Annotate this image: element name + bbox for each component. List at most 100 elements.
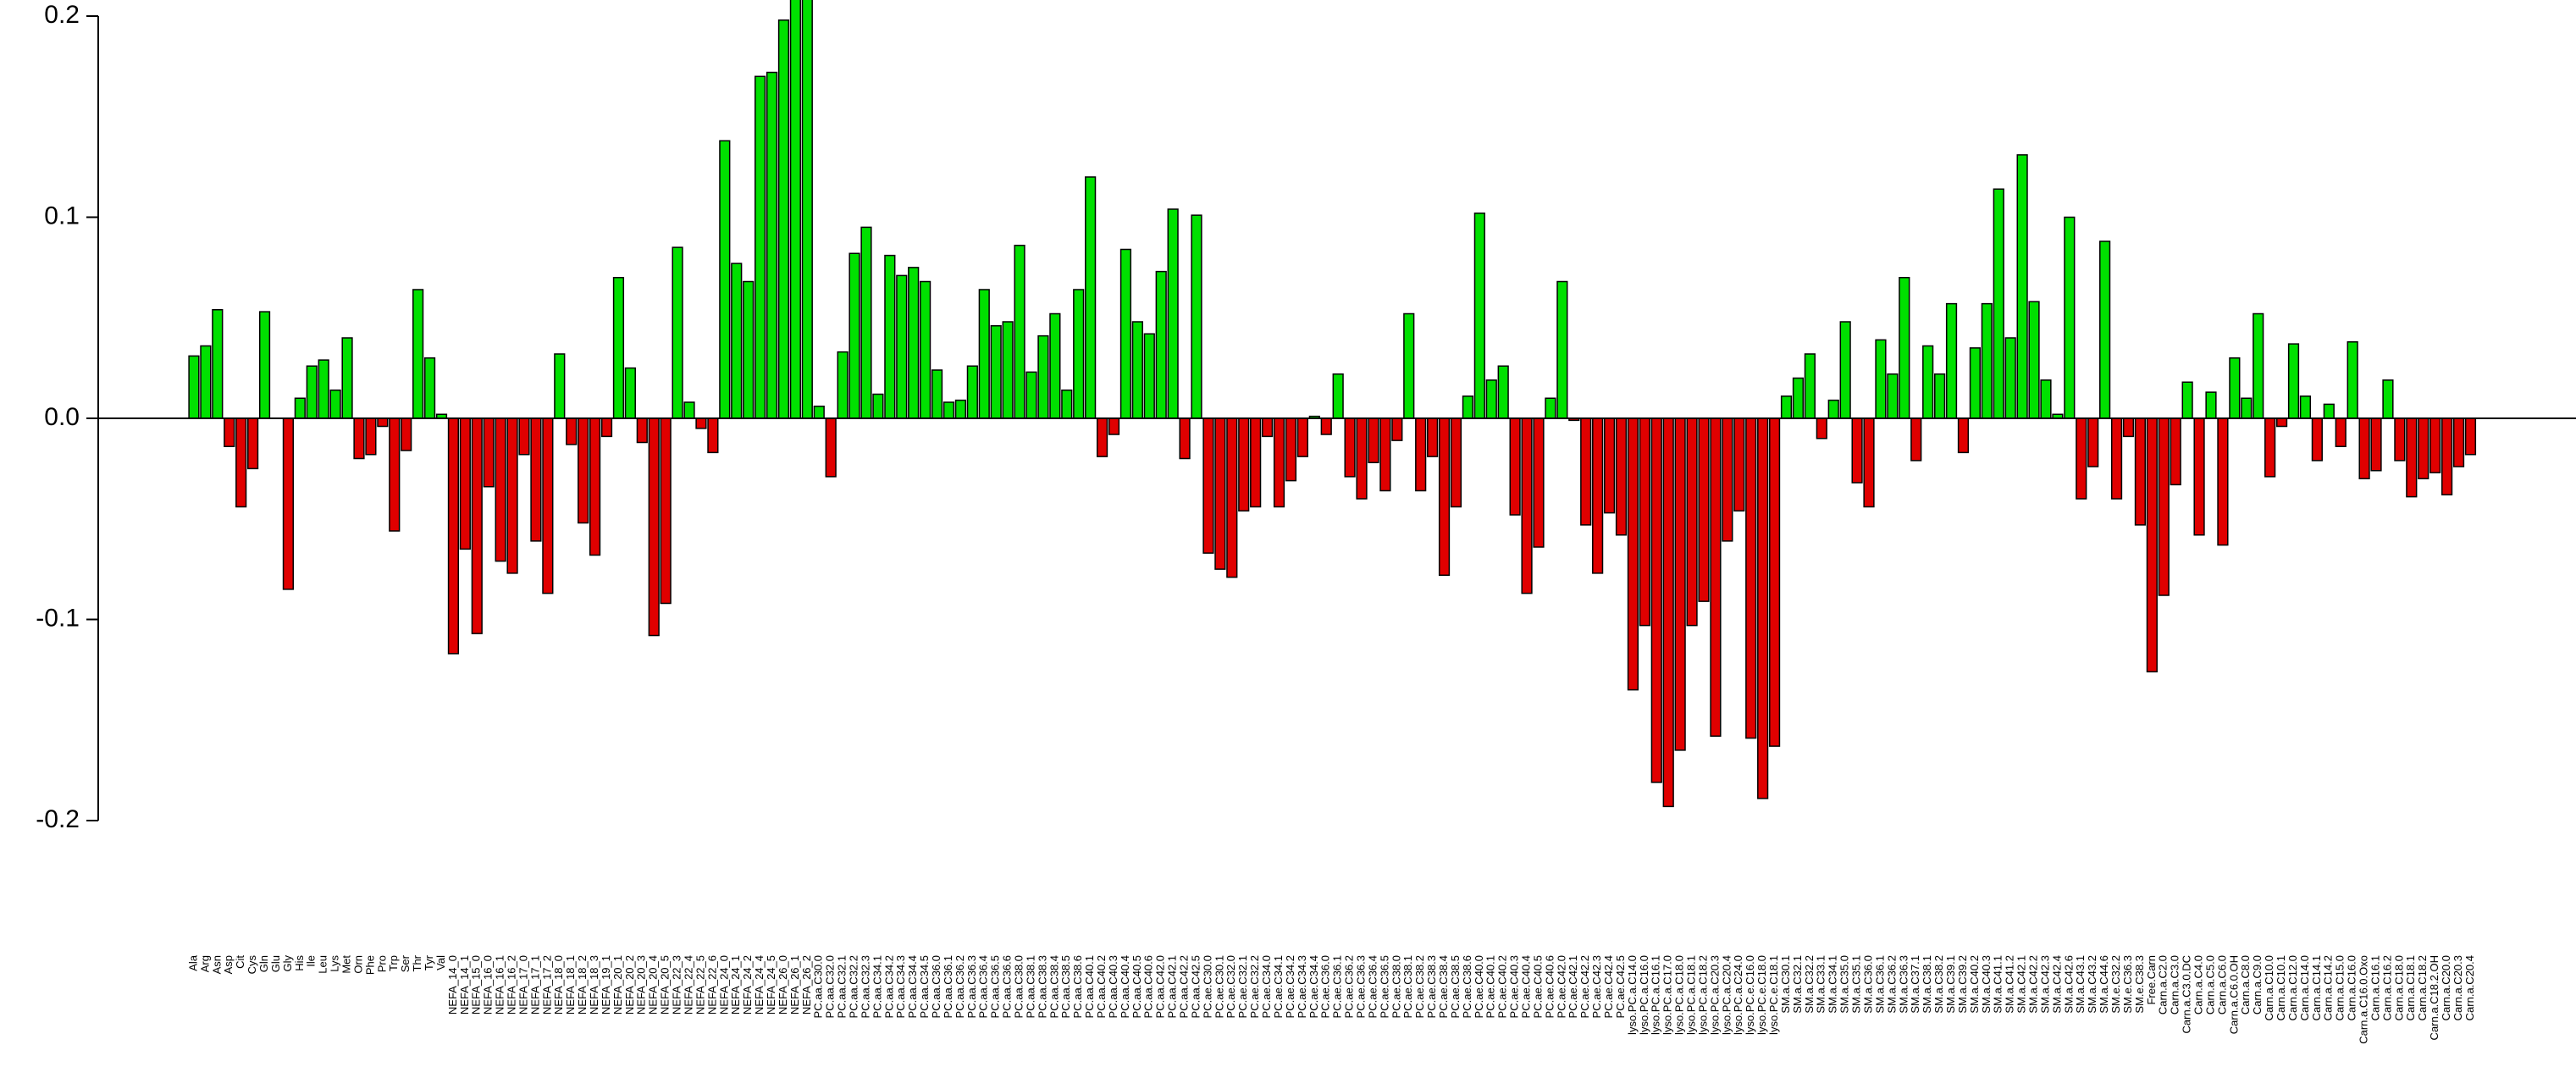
x-tick-label: NEFA_18_0 <box>552 955 565 1014</box>
x-tick-label: PC.aa.C42.5 <box>1189 955 1202 1018</box>
x-tick-label: lyso.PC.a.C18.2 <box>1696 955 1709 1035</box>
bar <box>860 226 872 419</box>
x-tick-label: lyso.PC.a.C20.4 <box>1720 955 1733 1035</box>
x-tick-label: PC.aa.C38.6 <box>1071 955 1084 1018</box>
x-tick-label: SM.a.C36.3 <box>1897 955 1910 1014</box>
bar <box>1934 373 1946 419</box>
x-tick-label: SM.a.C37.1 <box>1909 955 1921 1014</box>
bar <box>1580 417 1592 526</box>
bar <box>495 417 506 562</box>
x-tick-label: PC.ae.C34.3 <box>1296 955 1308 1018</box>
x-tick-label: PC.ae.C40.4 <box>1519 955 1532 1018</box>
x-tick-label: Carn.a.C18.0 <box>2392 955 2405 1020</box>
bar <box>2087 417 2099 467</box>
x-tick-label: PC.aa.C40.3 <box>1107 955 1119 1018</box>
x-tick-label: SM.a.C41.2 <box>2004 955 2016 1014</box>
bar <box>365 417 377 456</box>
x-tick-label: SM.a.C38.2 <box>1932 955 1945 1014</box>
x-tick-label: Lys <box>329 955 341 972</box>
bar <box>825 417 837 478</box>
x-tick-label: PC.aa.C36.6 <box>1001 955 1014 1018</box>
bar <box>2264 417 2276 478</box>
bar <box>1415 417 1427 492</box>
bar <box>1462 395 1474 419</box>
bar <box>660 417 672 605</box>
x-tick-label: lyso.PC.a.C18.1 <box>1685 955 1698 1035</box>
x-tick-label: SM.a.C39.2 <box>1956 955 1969 1014</box>
bar <box>1473 213 1485 419</box>
x-tick-label: Carn.a.C14.1 <box>2310 955 2323 1020</box>
bar <box>1002 321 1014 419</box>
x-tick-label: Carn.a.C18.2 <box>2416 955 2429 1020</box>
bar <box>2452 417 2465 467</box>
x-tick-label: Carn.a.C20.0 <box>2440 955 2452 1020</box>
x-tick-label: Cit <box>234 955 246 969</box>
x-tick-label: Carn.a.C20.4 <box>2463 955 2476 1020</box>
bar <box>1320 417 1332 435</box>
bar <box>1686 417 1698 627</box>
bar <box>2430 417 2441 473</box>
bar <box>2394 417 2406 462</box>
x-tick-label: PC.aa.C36.0 <box>930 955 943 1018</box>
bar <box>1851 417 1863 484</box>
x-tick-label: NEFA_17_2 <box>540 955 553 1014</box>
bar <box>1662 417 1674 808</box>
bar <box>1179 417 1191 460</box>
bar <box>1780 395 1793 419</box>
bar <box>813 406 825 419</box>
bar <box>920 280 931 419</box>
bar <box>2016 154 2028 419</box>
bar <box>731 263 743 419</box>
bar <box>896 274 908 419</box>
x-tick-label: Carn.a.C18.2.OH <box>2428 955 2441 1040</box>
x-tick-label: NEFA_20_1 <box>611 955 624 1014</box>
bar <box>282 417 295 590</box>
bar <box>789 0 801 419</box>
bar <box>353 417 365 460</box>
bar <box>2418 417 2430 479</box>
x-tick-label: Asp <box>222 955 235 974</box>
bar <box>2028 301 2040 419</box>
bar <box>1344 417 1356 478</box>
bar <box>459 417 471 550</box>
bar <box>2382 379 2394 419</box>
x-tick-label: Carn.a.C18.1 <box>2404 955 2417 1020</box>
x-tick-label: PC.aa.C38.3 <box>1036 955 1048 1018</box>
x-tick-label: Carn.a.C14.0 <box>2298 955 2311 1020</box>
bar <box>1839 321 1851 419</box>
x-tick-label: PC.aa.C30.0 <box>812 955 825 1018</box>
x-tick-label: PC.ae.C42.3 <box>1590 955 1603 1018</box>
x-tick-label: PC.ae.C40.1 <box>1484 955 1497 1018</box>
x-tick-label: PC.aa.C32.2 <box>847 955 860 1018</box>
x-tick-label: SM.a.C33.1 <box>1815 955 1827 1014</box>
x-tick-label: Cys <box>246 955 258 975</box>
x-tick-label: NEFA_26_2 <box>800 955 813 1014</box>
bar <box>1627 417 1639 691</box>
x-tick-label: Carn.a.C4.0 <box>2192 955 2205 1014</box>
bar <box>1073 289 1085 419</box>
bar <box>235 417 247 508</box>
bar <box>2358 417 2370 479</box>
x-tick-label: PC.aa.C32.3 <box>859 955 871 1018</box>
bar <box>1049 312 1061 419</box>
x-tick-label: lyso.PC.e.C18.1 <box>1767 955 1780 1035</box>
x-tick-label: NEFA_15_0 <box>470 955 483 1014</box>
x-tick-label: Carn.a.C16.0 <box>2346 955 2358 1020</box>
x-tick-label: Carn.a.C2.0 <box>2157 955 2170 1014</box>
bar <box>1674 417 1686 751</box>
bar <box>743 280 755 419</box>
x-tick-label: Carn.a.C5.0 <box>2203 955 2216 1014</box>
bar <box>1615 417 1628 536</box>
x-tick-label: SM.e.C38.3 <box>2133 955 2146 1014</box>
bar <box>1945 302 1958 419</box>
bar <box>1603 417 1616 514</box>
x-tick-label: PC.ae.C42.4 <box>1602 955 1615 1018</box>
x-tick-label: Carn.a.C3.0.DC <box>2181 955 2193 1033</box>
x-tick-label: SM.a.C35.0 <box>1838 955 1851 1014</box>
x-tick-label: Leu <box>317 955 329 974</box>
x-tick-label: Orn <box>351 955 364 974</box>
bar <box>1556 280 1568 419</box>
bar <box>683 401 695 419</box>
x-tick-label: lyso.PC.a.C24.0 <box>1732 955 1744 1035</box>
x-tick-label: Phe <box>363 955 376 975</box>
